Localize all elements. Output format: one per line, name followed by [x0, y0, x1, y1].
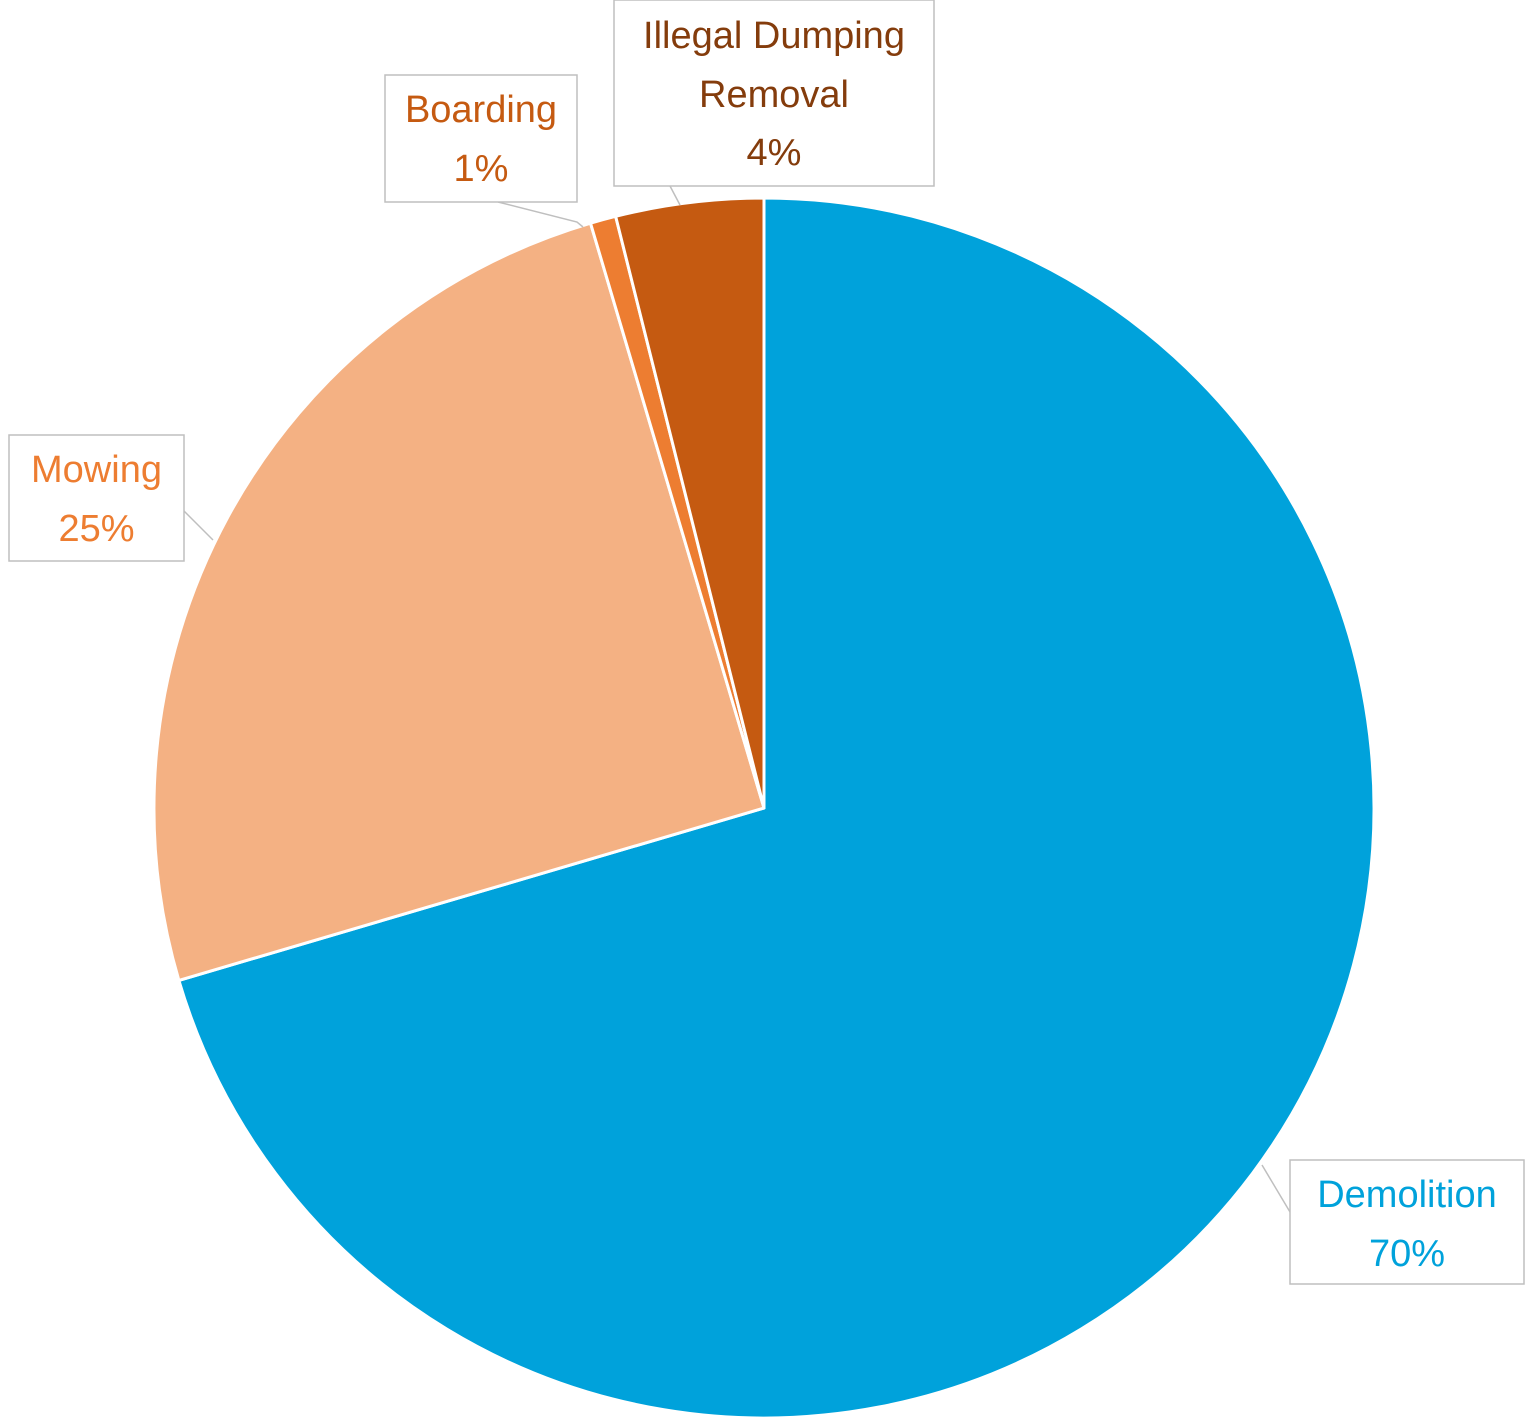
leader-line-illegal-dumping-removal	[669, 185, 681, 206]
data-label-box-illegal-dumping-removal	[613, 0, 935, 187]
data-label-name-boarding: Boarding	[405, 89, 557, 131]
leader-line-demolition	[1261, 1164, 1291, 1213]
data-label-name-illegal-dumping-removal: Removal	[699, 74, 849, 116]
data-label-name-demolition: Demolition	[1317, 1174, 1497, 1216]
pie-slice-illegal-dumping-removal	[614, 196, 766, 810]
data-label-box-mowing	[8, 434, 185, 562]
data-label-name-mowing: Mowing	[31, 449, 162, 491]
data-label-percent-illegal-dumping-removal: 4%	[747, 132, 802, 174]
leader-lines	[183, 185, 1291, 1213]
data-label-name-illegal-dumping-removal: Illegal Dumping	[643, 15, 905, 57]
data-label-box-demolition	[1289, 1159, 1525, 1285]
pie-slice-demolition	[177, 196, 1376, 1420]
pie-slice-mowing	[152, 221, 766, 982]
leader-line-mowing	[183, 510, 214, 541]
leader-line-boarding	[497, 201, 584, 228]
data-label-percent-demolition: 70%	[1369, 1233, 1445, 1275]
data-label-box-boarding	[384, 74, 578, 203]
data-label-percent-mowing: 25%	[58, 508, 134, 550]
data-labels: Demolition 70% Mowing 25% Boarding 1% Illegal …	[8, 0, 1525, 1285]
pie-slices	[152, 196, 1376, 1420]
data-label-percent-boarding: 1%	[454, 148, 509, 190]
